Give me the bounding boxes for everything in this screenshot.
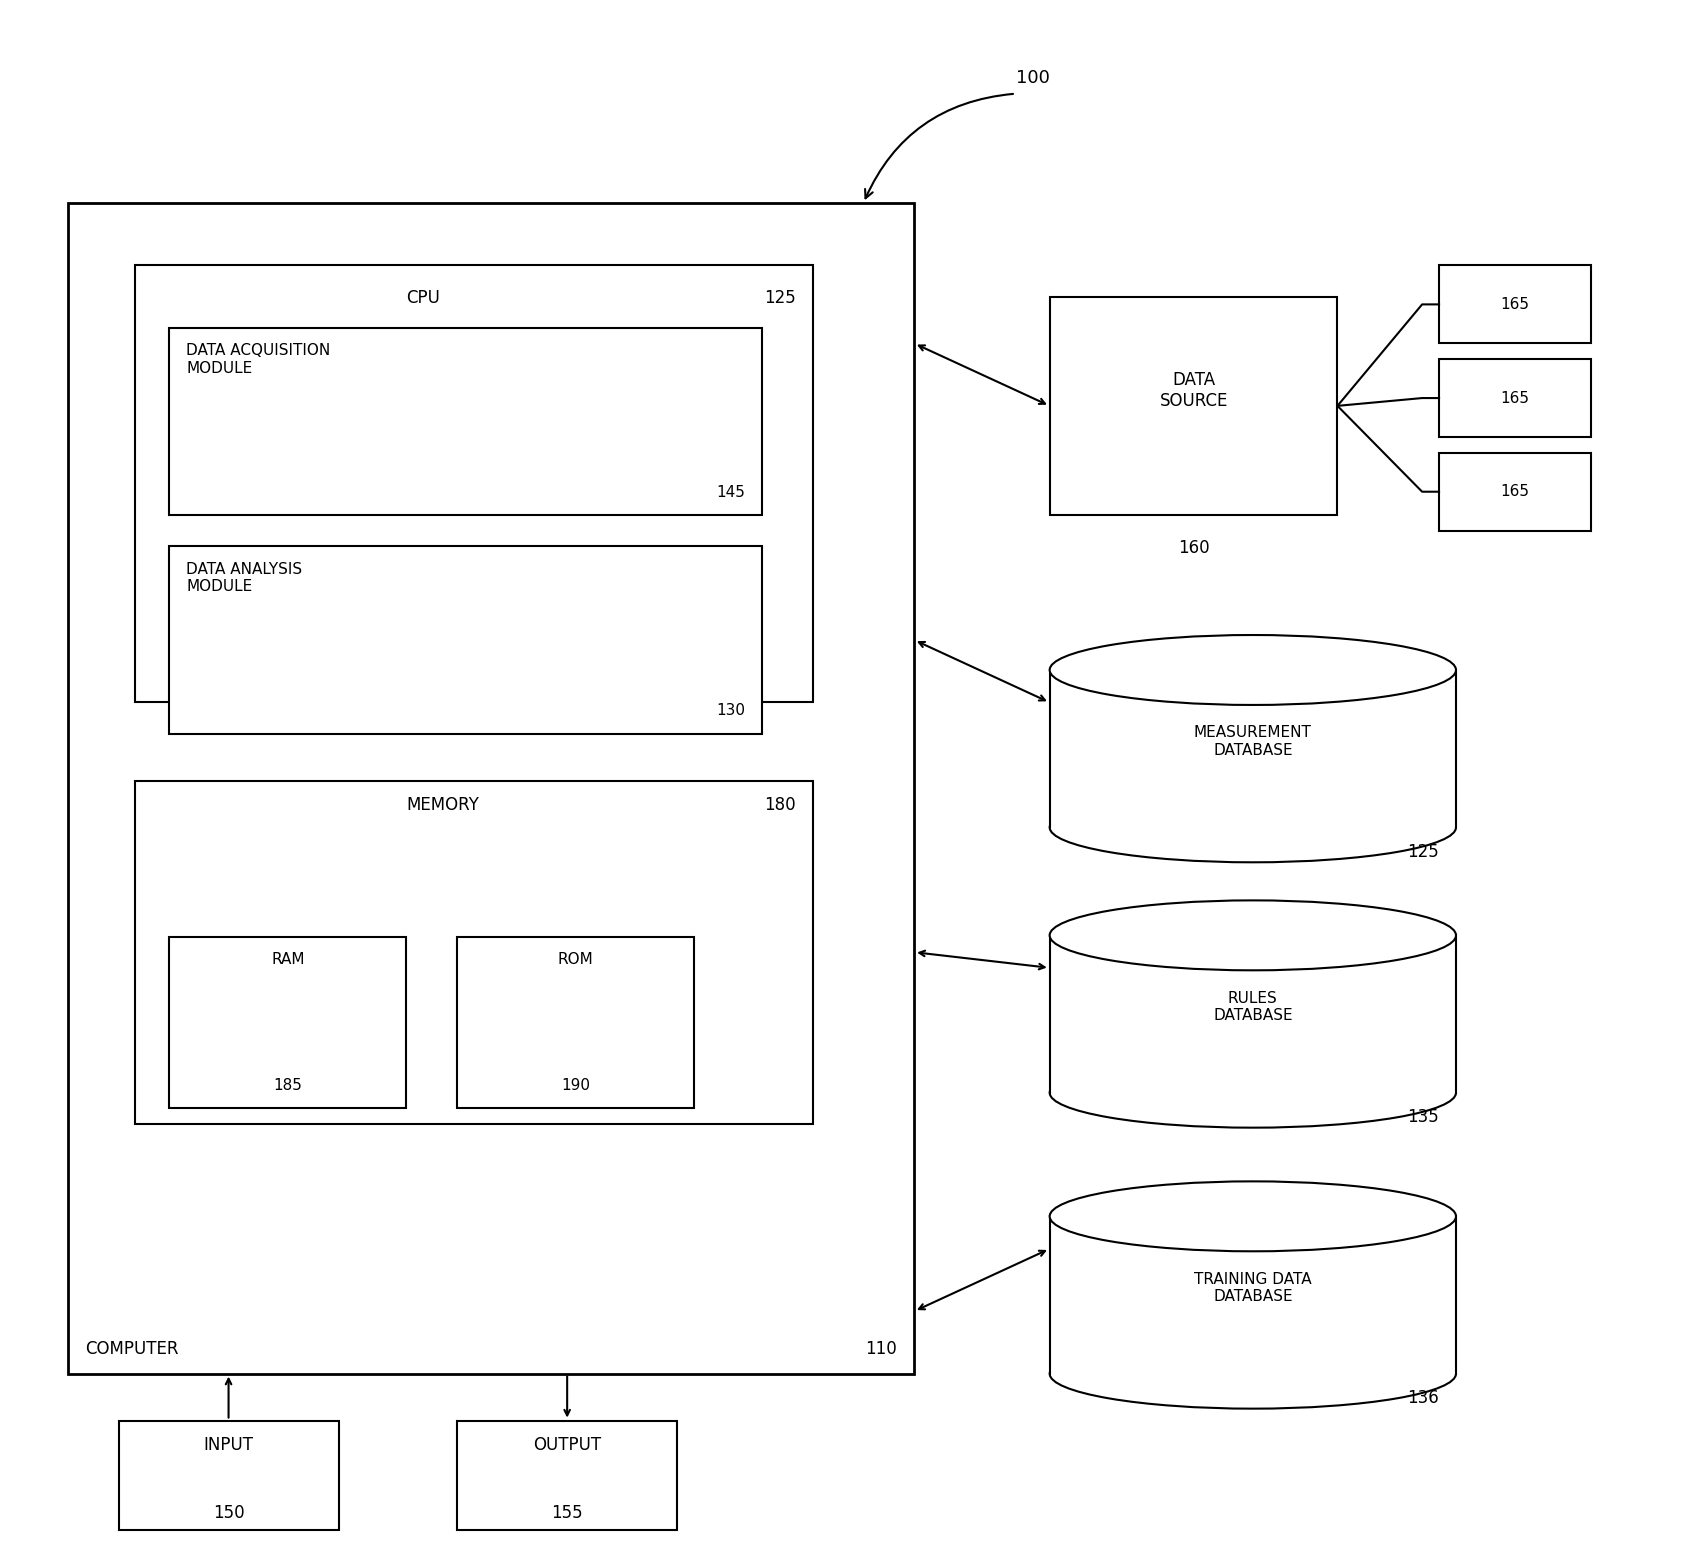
Text: RULES
DATABASE: RULES DATABASE: [1212, 991, 1293, 1022]
Bar: [1050, 297, 1337, 515]
Ellipse shape: [1050, 1182, 1456, 1252]
Text: INPUT: INPUT: [203, 1436, 254, 1455]
Text: 150: 150: [213, 1503, 244, 1522]
Text: DATA
SOURCE: DATA SOURCE: [1160, 372, 1227, 409]
Text: COMPUTER: COMPUTER: [85, 1339, 178, 1358]
Bar: [169, 328, 762, 515]
Text: DATA ANALYSIS
MODULE: DATA ANALYSIS MODULE: [186, 562, 303, 595]
Bar: [135, 265, 813, 702]
Bar: [1439, 453, 1591, 531]
Text: OUTPUT: OUTPUT: [533, 1436, 601, 1455]
Ellipse shape: [1050, 1339, 1456, 1408]
Bar: [1050, 1216, 1456, 1374]
Text: 135: 135: [1407, 1108, 1439, 1127]
Text: MEMORY: MEMORY: [406, 796, 479, 815]
Ellipse shape: [1050, 901, 1456, 971]
Text: ROM: ROM: [557, 952, 594, 968]
Bar: [1050, 935, 1456, 1093]
Text: 165: 165: [1500, 297, 1530, 312]
Bar: [135, 780, 813, 1124]
Bar: [1050, 670, 1456, 827]
Bar: [457, 937, 694, 1108]
Text: 185: 185: [273, 1077, 303, 1093]
Bar: [1439, 265, 1591, 343]
Ellipse shape: [1050, 1058, 1456, 1127]
Text: 190: 190: [560, 1077, 591, 1093]
Text: 130: 130: [716, 702, 745, 718]
Ellipse shape: [1050, 635, 1456, 706]
Bar: [457, 1421, 677, 1530]
FancyArrowPatch shape: [865, 94, 1012, 198]
Text: 100: 100: [1016, 69, 1050, 87]
Text: DATA ACQUISITION
MODULE: DATA ACQUISITION MODULE: [186, 343, 330, 376]
Text: RAM: RAM: [271, 952, 305, 968]
Text: 160: 160: [1178, 539, 1209, 557]
Text: 145: 145: [716, 484, 745, 500]
Text: CPU: CPU: [406, 289, 440, 308]
Text: 155: 155: [552, 1503, 582, 1522]
Text: MEASUREMENT
DATABASE: MEASUREMENT DATABASE: [1194, 726, 1312, 757]
Text: 110: 110: [865, 1339, 897, 1358]
Text: 165: 165: [1500, 484, 1530, 500]
Text: 165: 165: [1500, 390, 1530, 406]
Bar: [1439, 359, 1591, 437]
Text: TRAINING DATA
DATABASE: TRAINING DATA DATABASE: [1194, 1272, 1312, 1303]
Text: 125: 125: [1407, 843, 1439, 862]
Bar: [119, 1421, 339, 1530]
Text: 136: 136: [1407, 1389, 1439, 1408]
Bar: [169, 937, 406, 1108]
Text: 180: 180: [764, 796, 796, 815]
Bar: [68, 203, 914, 1374]
Ellipse shape: [1050, 793, 1456, 862]
Bar: [169, 546, 762, 734]
Text: 125: 125: [764, 289, 796, 308]
